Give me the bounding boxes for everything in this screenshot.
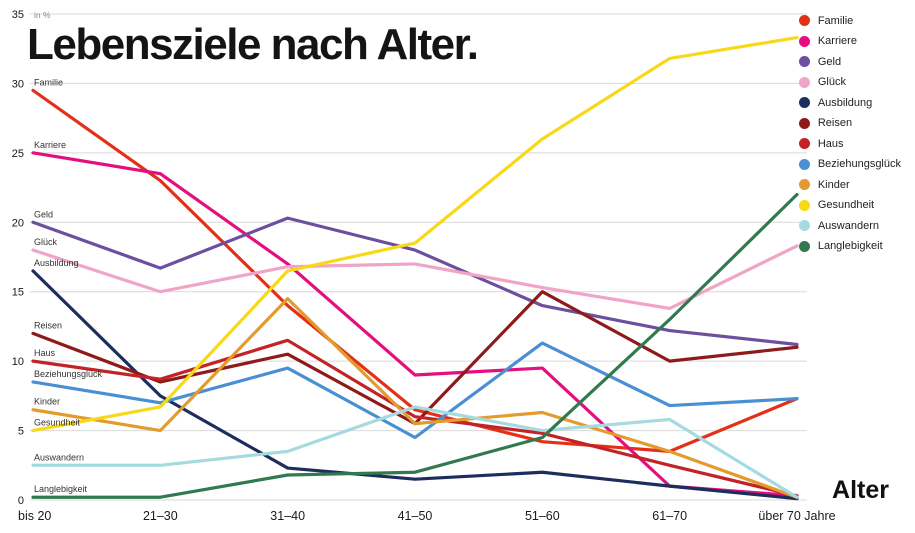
legend-label: Ausbildung bbox=[817, 96, 873, 109]
legend: Familie Karriere Geld Glück Ausbildung Reisen… bbox=[798, 14, 901, 252]
legend-label: Glück bbox=[817, 76, 846, 88]
legend-item-gesundheit: Gesundheit bbox=[798, 199, 901, 211]
x-tick-label: 31–40 bbox=[270, 509, 305, 523]
legend-item-kinder: Kinder bbox=[798, 178, 901, 191]
x-tick-label: 21–30 bbox=[143, 509, 178, 523]
series-line-auswandern bbox=[31, 405, 799, 499]
legend-color-dot bbox=[798, 240, 810, 252]
series-line-karriere bbox=[31, 151, 799, 498]
legend-label: Reisen bbox=[817, 117, 853, 129]
legend-label: Karriere bbox=[817, 35, 857, 47]
legend-label: Kinder bbox=[817, 178, 850, 191]
y-tick-label: 25 bbox=[12, 148, 24, 160]
series-line-langlebigkeit bbox=[31, 192, 799, 499]
series-line-geld bbox=[31, 216, 799, 347]
legend-item-karriere: Karriere bbox=[798, 35, 901, 47]
chart-title: Lebensziele nach Alter. bbox=[27, 20, 479, 69]
legend-color-dot bbox=[798, 117, 810, 129]
y-tick-label: 15 bbox=[12, 287, 24, 299]
legend-label: Geld bbox=[817, 55, 842, 68]
y-tick-label: 20 bbox=[12, 217, 24, 229]
x-tick-label: bis 20 bbox=[18, 509, 51, 523]
legend-item-familie: Familie bbox=[798, 14, 901, 27]
legend-color-dot bbox=[798, 199, 810, 211]
legend-item-glck: Glück bbox=[798, 76, 901, 88]
legend-label: Haus bbox=[817, 137, 844, 150]
series-start-label-karriere: Karriere bbox=[34, 140, 66, 150]
legend-color-dot bbox=[798, 35, 810, 47]
legend-item-langlebigkeit: Langlebigkeit bbox=[798, 240, 901, 252]
x-tick-label: 51–60 bbox=[525, 509, 560, 523]
series-start-label-kinder: Kinder bbox=[34, 397, 60, 407]
legend-color-dot bbox=[798, 138, 810, 149]
legend-color-dot bbox=[798, 220, 810, 231]
series-line-familie bbox=[31, 88, 799, 453]
series-start-label-familie: Familie bbox=[34, 77, 63, 87]
legend-item-reisen: Reisen bbox=[798, 117, 901, 129]
legend-item-geld: Geld bbox=[798, 55, 901, 68]
legend-color-dot bbox=[798, 15, 810, 26]
series-line-kinder bbox=[31, 297, 799, 499]
y-tick-label: 0 bbox=[18, 495, 24, 507]
legend-item-auswandern: Auswandern bbox=[798, 219, 901, 232]
y-tick-label: 10 bbox=[12, 356, 24, 368]
legend-color-dot bbox=[798, 158, 810, 170]
x-axis-title: Alter bbox=[832, 476, 889, 504]
legend-color-dot bbox=[798, 56, 810, 67]
legend-label: Familie bbox=[817, 14, 854, 27]
legend-item-ausbildung: Ausbildung bbox=[798, 96, 901, 109]
legend-item-haus: Haus bbox=[798, 137, 901, 150]
y-tick-label: 30 bbox=[12, 78, 24, 90]
legend-label: Auswandern bbox=[817, 219, 879, 232]
legend-color-dot bbox=[798, 97, 810, 108]
x-tick-label: 61–70 bbox=[652, 509, 687, 523]
y-tick-label: 35 bbox=[12, 9, 24, 21]
series-start-label-glck: Glück bbox=[34, 237, 58, 247]
series-line-gesundheit bbox=[31, 36, 799, 433]
series-start-label-auswandern: Auswandern bbox=[34, 452, 84, 462]
y-tick-label: 5 bbox=[18, 426, 24, 438]
series-start-label-gesundheit: Gesundheit bbox=[34, 418, 81, 428]
series-start-label-langlebigkeit: Langlebigkeit bbox=[34, 484, 88, 494]
series-start-label-ausbildung: Ausbildung bbox=[34, 258, 79, 268]
x-tick-label: 41–50 bbox=[398, 509, 433, 523]
series-start-label-beziehungsglck: Beziehungsglück bbox=[34, 369, 103, 379]
legend-label: Langlebigkeit bbox=[817, 240, 883, 252]
legend-color-dot bbox=[798, 76, 810, 88]
series-start-label-geld: Geld bbox=[34, 209, 53, 219]
legend-label: Beziehungsglück bbox=[817, 158, 901, 170]
legend-item-beziehungsglck: Beziehungsglück bbox=[798, 158, 901, 170]
legend-color-dot bbox=[798, 179, 810, 190]
series-line-ausbildung bbox=[31, 269, 799, 501]
series-line-haus bbox=[31, 338, 799, 498]
series-line-glck bbox=[31, 244, 799, 310]
y-axis-unit-label: in % bbox=[34, 10, 51, 20]
legend-label: Gesundheit bbox=[817, 199, 875, 211]
series-start-label-reisen: Reisen bbox=[34, 320, 62, 330]
series-start-label-haus: Haus bbox=[34, 348, 56, 358]
x-tick-label: über 70 Jahre bbox=[758, 509, 835, 523]
series-line-beziehungsglck bbox=[31, 341, 799, 440]
